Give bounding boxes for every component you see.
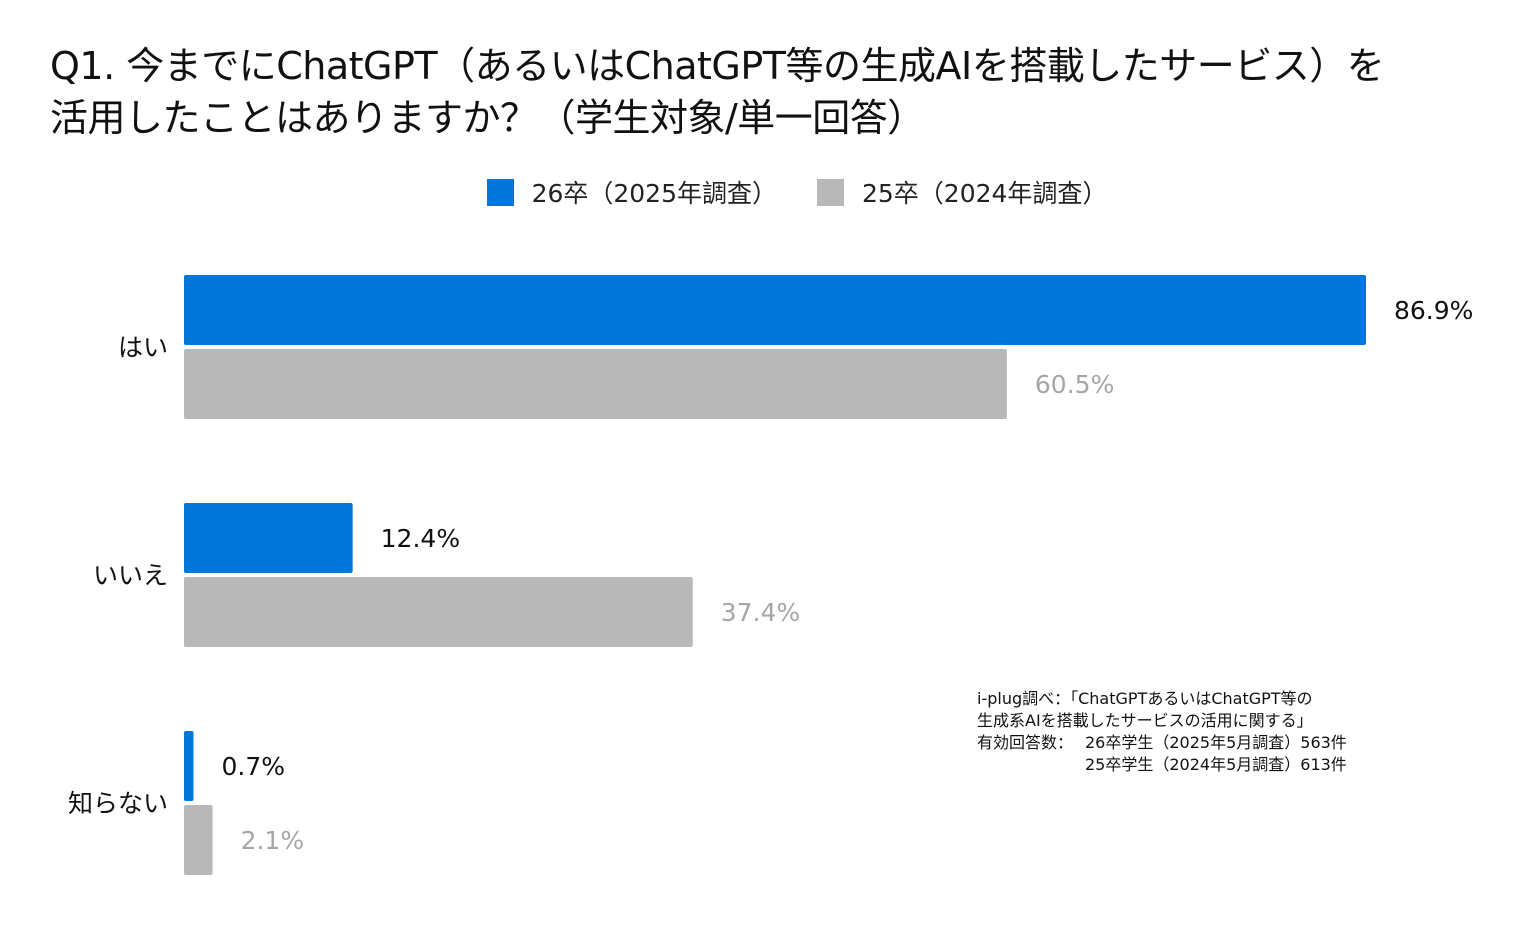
chart-title-line-2: 活用したことはありますか？（学生対象/単一回答） xyxy=(50,96,925,140)
footnote-line-4: 25卒学生（2024年5月調査）613件 xyxy=(977,754,1347,776)
chart-title-line-1: Q1. 今までにChatGPT（あるいはChatGPT等の生成AIを搭載したサー… xyxy=(50,44,1385,88)
legend-swatch-2024 xyxy=(817,178,844,206)
footnote-response-count-2024: 25卒学生（2024年5月調査）613件 xyxy=(1085,755,1347,774)
bar-2025-1[interactable] xyxy=(184,503,353,573)
bar-2025-2[interactable] xyxy=(184,731,194,801)
bar-2025-0[interactable] xyxy=(184,275,1366,345)
footnote-response-count-2025: 26卒学生（2025年5月調査）563件 xyxy=(1085,733,1347,752)
bar-2024-2[interactable] xyxy=(184,805,213,875)
legend-label-2025: 26卒（2025年調査） xyxy=(531,179,777,208)
value-label-2025-0: 86.9% xyxy=(1394,296,1473,325)
legend-item-2024[interactable]: 25卒（2024年調査） xyxy=(817,174,1107,210)
legend-item-2025[interactable]: 26卒（2025年調査） xyxy=(486,174,777,210)
value-label-2024-1: 37.4% xyxy=(721,598,800,627)
bar-2024-1[interactable] xyxy=(184,577,693,647)
category-label-2: 知らない xyxy=(68,789,168,818)
chart-title: Q1. 今までにChatGPT（あるいはChatGPT等の生成AIを搭載したサー… xyxy=(50,40,1490,144)
footnote-line-3: 有効回答数： 26卒学生（2025年5月調査）563件 xyxy=(977,732,1347,754)
footnote-line-2: 生成系AIを搭載したサービスの活用に関する」 xyxy=(977,711,1313,730)
value-label-2024-2: 2.1% xyxy=(241,826,305,855)
footnote-response-count-label: 有効回答数： xyxy=(977,733,1074,752)
legend-label-2024: 25卒（2024年調査） xyxy=(862,179,1108,208)
footnote-line-1: i-plug調べ：「ChatGPTあるいはChatGPT等の xyxy=(977,689,1313,708)
value-label-2025-2: 0.7% xyxy=(222,752,286,781)
chart-legend: 26卒（2025年調査） 25卒（2024年調査） xyxy=(0,172,1534,212)
legend-swatch-2025 xyxy=(486,178,514,206)
bar-2024-0[interactable] xyxy=(184,349,1007,419)
value-label-2024-0: 60.5% xyxy=(1035,370,1114,399)
category-label-0: はい xyxy=(118,333,168,362)
category-label-1: いいえ xyxy=(93,561,168,590)
value-label-2025-1: 12.4% xyxy=(381,524,460,553)
source-footnote: i-plug調べ：「ChatGPTあるいはChatGPT等の 生成系AIを搭載し… xyxy=(977,688,1347,776)
